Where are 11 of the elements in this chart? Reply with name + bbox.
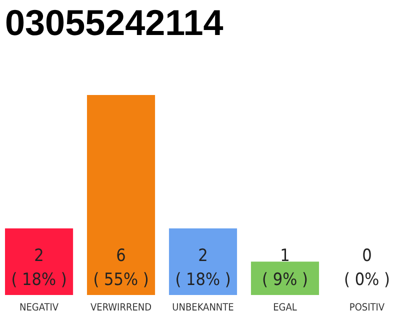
data-label: 2 ( 18% ) bbox=[11, 246, 67, 290]
x-tick-label: UNBEKANNTE bbox=[172, 302, 234, 314]
data-label: 1 ( 9% ) bbox=[262, 246, 308, 290]
x-tick-label: POSITIV bbox=[349, 302, 386, 314]
x-tick-label: VERWIRREND bbox=[90, 302, 152, 314]
data-label: 2 ( 18% ) bbox=[175, 246, 231, 290]
x-tick-label: EGAL bbox=[273, 302, 297, 314]
chart-title: 03055242114 bbox=[5, 2, 224, 43]
data-label: 0 ( 0% ) bbox=[344, 246, 390, 290]
data-label: 6 ( 55% ) bbox=[93, 246, 149, 290]
x-tick-label: NEGATIV bbox=[19, 302, 60, 314]
